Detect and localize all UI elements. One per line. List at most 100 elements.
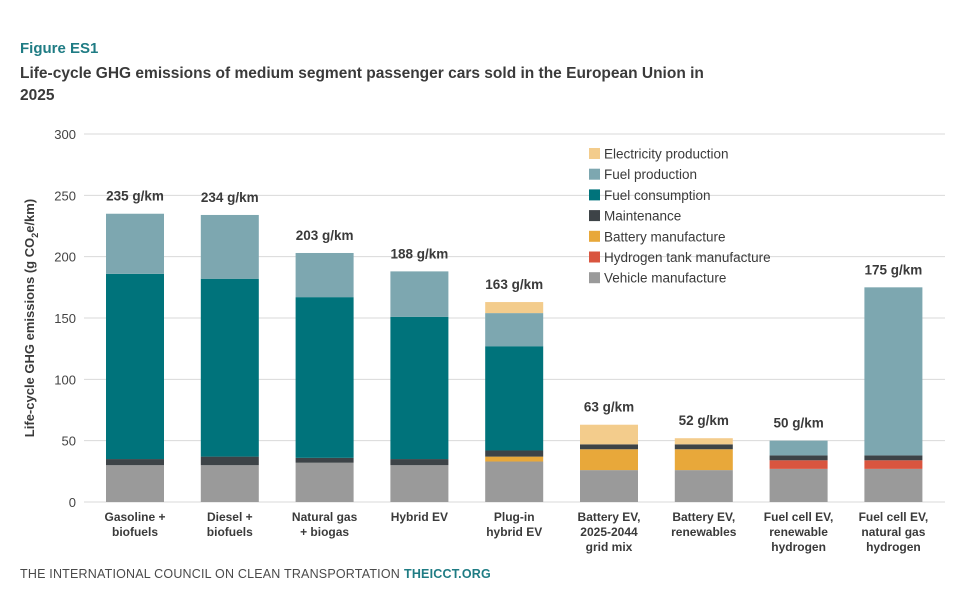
legend: Electricity production Fuel production Fue…: [589, 147, 771, 286]
legend-swatch: [589, 230, 600, 242]
legend-swatch: [589, 251, 600, 263]
x-tick-label: biofuels: [207, 525, 253, 539]
x-tick-label: Battery EV,: [578, 510, 641, 524]
legend-swatch: [589, 148, 600, 159]
bar-segment-vehicle-manufacture: [295, 462, 354, 502]
bar-segment-electricity-production: [485, 302, 544, 314]
bar-segment-fuel-consumption: [200, 278, 259, 457]
x-tick-label: Fuel cell EV,: [859, 510, 929, 524]
bar-segment-battery-manufacture: [485, 456, 544, 462]
bar-total-labels: 235 g/km 234 g/km 203 g/km 188 g/km 163 g/km…: [106, 189, 922, 431]
bar-segment-fuel-consumption: [485, 346, 544, 451]
legend-swatch: [589, 168, 600, 180]
x-tick-label: Fuel cell EV,: [764, 510, 834, 524]
x-tick-label: Battery EV,: [672, 510, 735, 524]
bar-segment-hydrogen-tank-manufacture: [769, 460, 828, 469]
bar-segment-fuel-production: [769, 440, 828, 456]
bar-segment-battery-manufacture: [580, 449, 638, 471]
bar-segment-vehicle-manufacture: [200, 465, 259, 502]
bar-segment-electricity-production: [674, 438, 733, 445]
x-tick-label: grid mix: [586, 540, 633, 554]
bar-total-label: 63 g/km: [584, 400, 634, 415]
footer: THE INTERNATIONAL COUNCIL ON CLEAN TRANS…: [20, 567, 491, 581]
y-tick-label: 250: [54, 188, 76, 203]
bar-segment-vehicle-manufacture: [674, 470, 733, 502]
x-tick-label: 2025-2044: [580, 525, 638, 539]
y-tick-label: 50: [62, 434, 76, 449]
bar-segment-fuel-production: [864, 287, 923, 456]
bar-segment-fuel-production: [390, 271, 449, 317]
bar-segment-fuel-consumption: [295, 297, 354, 458]
bar-segment-maintenance: [674, 444, 733, 450]
x-tick-label: biofuels: [112, 525, 158, 539]
bar-total-label: 234 g/km: [201, 190, 259, 205]
legend-label: Fuel consumption: [604, 188, 711, 203]
bar-segment-maintenance: [106, 459, 164, 466]
bar-total-label: 50 g/km: [773, 416, 823, 431]
x-tick-label: hydrogen: [771, 540, 826, 554]
bar-segment-vehicle-manufacture: [580, 470, 638, 502]
bar-segment-vehicle-manufacture: [864, 468, 923, 502]
legend-label: Electricity production: [604, 147, 729, 162]
x-tick-label: Diesel +: [207, 510, 253, 524]
y-axis-label-part: e/km): [22, 199, 37, 233]
bar-total-label: 188 g/km: [391, 246, 449, 261]
legend-label: Maintenance: [604, 209, 681, 224]
x-tick-label: hybrid EV: [486, 525, 542, 539]
chart-title: Life-cycle GHG emissions of medium segme…: [20, 65, 704, 104]
x-tick-label: Natural gas: [292, 510, 358, 524]
x-tick-label: natural gas: [861, 525, 925, 539]
y-axis-label: Life-cycle GHG emissions (g CO2e/km): [22, 199, 40, 437]
legend-label: Battery manufacture: [604, 229, 726, 244]
x-tick-label: hydrogen: [866, 540, 921, 554]
x-tick-label: Plug-in: [494, 510, 535, 524]
bar-segment-fuel-production: [106, 213, 164, 274]
bar-segment-maintenance: [390, 459, 449, 466]
legend-label: Vehicle manufacture: [604, 271, 726, 286]
y-tick-label: 300: [54, 127, 76, 142]
bar-segment-maintenance: [295, 457, 354, 463]
bar-segment-maintenance: [485, 450, 544, 457]
x-tick-label: + biogas: [300, 525, 349, 539]
legend-label: Hydrogen tank manufacture: [604, 250, 771, 265]
x-tick-label: Gasoline +: [104, 510, 165, 524]
bar-segment-vehicle-manufacture: [106, 465, 164, 502]
bar-segment-maintenance: [580, 444, 638, 450]
bar-total-label: 163 g/km: [485, 277, 543, 292]
y-tick-label: 200: [54, 250, 76, 265]
bar-segment-vehicle-manufacture: [485, 461, 544, 502]
bar-segment-fuel-production: [485, 313, 544, 347]
footer-org: THE INTERNATIONAL COUNCIL ON CLEAN TRANS…: [20, 567, 400, 581]
y-tick-label: 150: [54, 311, 76, 326]
x-tick-label: renewable: [769, 525, 828, 539]
legend-label: Fuel production: [604, 167, 697, 182]
bars: [106, 213, 923, 502]
y-axis-label-part: Life-cycle GHG emissions (g CO: [22, 238, 37, 437]
bar-total-label: 52 g/km: [679, 413, 729, 428]
y-tick-label: 0: [69, 495, 76, 510]
bar-segment-fuel-production: [295, 252, 354, 298]
bar-segment-maintenance: [200, 456, 259, 466]
bar-total-label: 203 g/km: [296, 228, 354, 243]
bar-segment-battery-manufacture: [674, 449, 733, 471]
bar-segment-hydrogen-tank-manufacture: [864, 460, 923, 469]
bar-segment-fuel-consumption: [106, 273, 164, 460]
bar-segment-maintenance: [769, 455, 828, 461]
bar-segment-vehicle-manufacture: [390, 465, 449, 502]
y-axis-label-subscript: 2: [30, 233, 40, 238]
bar-segment-maintenance: [864, 455, 923, 461]
x-tick-label: renewables: [671, 525, 737, 539]
bar-segment-fuel-consumption: [390, 316, 449, 460]
bar-segment-vehicle-manufacture: [769, 468, 828, 502]
bar-segment-electricity-production: [580, 424, 638, 445]
y-tick-label: 100: [54, 372, 76, 387]
legend-swatch: [589, 272, 600, 284]
footer-site-link[interactable]: THEICCT.ORG: [403, 567, 491, 581]
figure-label: Figure ES1: [20, 40, 99, 57]
bar-segment-fuel-production: [200, 214, 259, 279]
legend-swatch: [589, 210, 600, 222]
bar-total-label: 235 g/km: [106, 189, 164, 204]
x-tick-label: Hybrid EV: [391, 510, 448, 524]
